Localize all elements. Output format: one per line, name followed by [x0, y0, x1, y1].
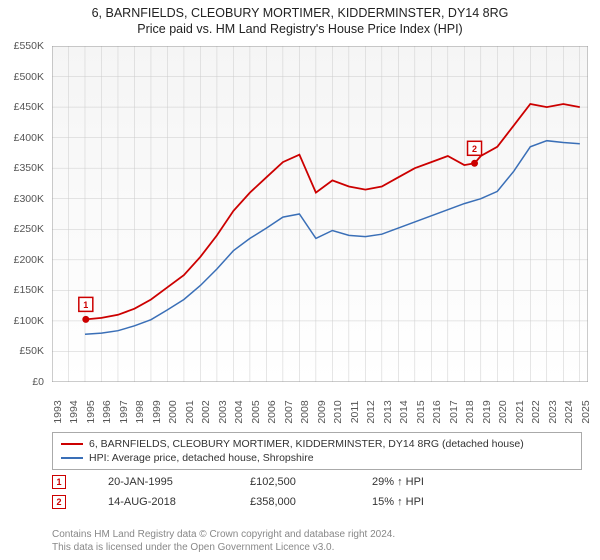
y-tick-label: £350K	[14, 162, 44, 174]
marker-hpi: 15% ↑ HPI	[372, 496, 472, 508]
x-tick-label: 1994	[68, 400, 80, 423]
legend: 6, BARNFIELDS, CLEOBURY MORTIMER, KIDDER…	[52, 432, 582, 470]
y-tick-label: £300K	[14, 193, 44, 205]
x-tick-label: 2006	[266, 400, 278, 423]
chart-title-line2: Price paid vs. HM Land Registry's House …	[0, 22, 600, 36]
marker-price: £358,000	[250, 496, 330, 508]
x-tick-label: 1993	[52, 400, 64, 423]
x-tick-label: 2009	[316, 400, 328, 423]
chart-svg: 12	[52, 46, 588, 382]
x-tick-label: 2019	[481, 400, 493, 423]
legend-label: HPI: Average price, detached house, Shro…	[89, 452, 314, 464]
y-axis: £0£50K£100K£150K£200K£250K£300K£350K£400…	[0, 46, 48, 382]
legend-swatch	[61, 443, 83, 445]
y-tick-label: £150K	[14, 284, 44, 296]
x-tick-label: 2015	[415, 400, 427, 423]
legend-swatch	[61, 457, 83, 459]
chart-container: 6, BARNFIELDS, CLEOBURY MORTIMER, KIDDER…	[0, 0, 600, 560]
x-tick-label: 2013	[382, 400, 394, 423]
marker-badge: 2	[52, 495, 66, 509]
x-tick-label: 2017	[448, 400, 460, 423]
chart-title-block: 6, BARNFIELDS, CLEOBURY MORTIMER, KIDDER…	[0, 0, 600, 38]
x-tick-label: 1996	[101, 400, 113, 423]
x-tick-label: 2010	[332, 400, 344, 423]
marker-date: 20-JAN-1995	[108, 476, 208, 488]
x-tick-label: 2002	[200, 400, 212, 423]
svg-text:1: 1	[83, 300, 88, 310]
legend-label: 6, BARNFIELDS, CLEOBURY MORTIMER, KIDDER…	[89, 438, 524, 450]
x-tick-label: 1998	[134, 400, 146, 423]
legend-item: HPI: Average price, detached house, Shro…	[61, 451, 573, 465]
marker-price: £102,500	[250, 476, 330, 488]
x-tick-label: 2022	[530, 400, 542, 423]
x-tick-label: 2003	[217, 400, 229, 423]
x-tick-label: 2008	[299, 400, 311, 423]
plot-area: 12	[52, 46, 588, 382]
y-tick-label: £250K	[14, 223, 44, 235]
y-tick-label: £100K	[14, 315, 44, 327]
marker-date: 14-AUG-2018	[108, 496, 208, 508]
footer-attribution: Contains HM Land Registry data © Crown c…	[52, 528, 395, 554]
x-tick-label: 1997	[118, 400, 130, 423]
x-tick-label: 2024	[563, 400, 575, 423]
x-tick-label: 2020	[497, 400, 509, 423]
x-tick-label: 2021	[514, 400, 526, 423]
y-tick-label: £0	[32, 376, 44, 388]
x-tick-label: 2018	[464, 400, 476, 423]
y-tick-label: £500K	[14, 71, 44, 83]
x-tick-label: 1995	[85, 400, 97, 423]
y-tick-label: £450K	[14, 101, 44, 113]
x-tick-label: 2005	[250, 400, 262, 423]
y-tick-label: £200K	[14, 254, 44, 266]
x-tick-label: 2014	[398, 400, 410, 423]
x-tick-label: 2023	[547, 400, 559, 423]
x-tick-label: 2007	[283, 400, 295, 423]
x-tick-label: 2000	[167, 400, 179, 423]
x-tick-label: 1999	[151, 400, 163, 423]
footer-line1: Contains HM Land Registry data © Crown c…	[52, 528, 395, 541]
y-tick-label: £50K	[19, 345, 44, 357]
y-tick-label: £550K	[14, 40, 44, 52]
chart-title-line1: 6, BARNFIELDS, CLEOBURY MORTIMER, KIDDER…	[0, 6, 600, 20]
x-tick-label: 2001	[184, 400, 196, 423]
svg-text:2: 2	[472, 144, 477, 154]
x-tick-label: 2025	[580, 400, 592, 423]
x-tick-label: 2004	[233, 400, 245, 423]
x-tick-label: 2016	[431, 400, 443, 423]
marker-row: 2 14-AUG-2018 £358,000 15% ↑ HPI	[52, 492, 472, 512]
marker-table: 1 20-JAN-1995 £102,500 29% ↑ HPI 2 14-AU…	[52, 472, 472, 512]
x-axis: 1993 1994 1995 1996 1997 1998 1999 2000 2001 2002…	[52, 384, 588, 428]
footer-line2: This data is licensed under the Open Gov…	[52, 541, 395, 554]
x-tick-label: 2012	[365, 400, 377, 423]
legend-item: 6, BARNFIELDS, CLEOBURY MORTIMER, KIDDER…	[61, 437, 573, 451]
marker-row: 1 20-JAN-1995 £102,500 29% ↑ HPI	[52, 472, 472, 492]
marker-badge: 1	[52, 475, 66, 489]
x-tick-label: 2011	[349, 401, 361, 424]
y-tick-label: £400K	[14, 132, 44, 144]
marker-hpi: 29% ↑ HPI	[372, 476, 472, 488]
